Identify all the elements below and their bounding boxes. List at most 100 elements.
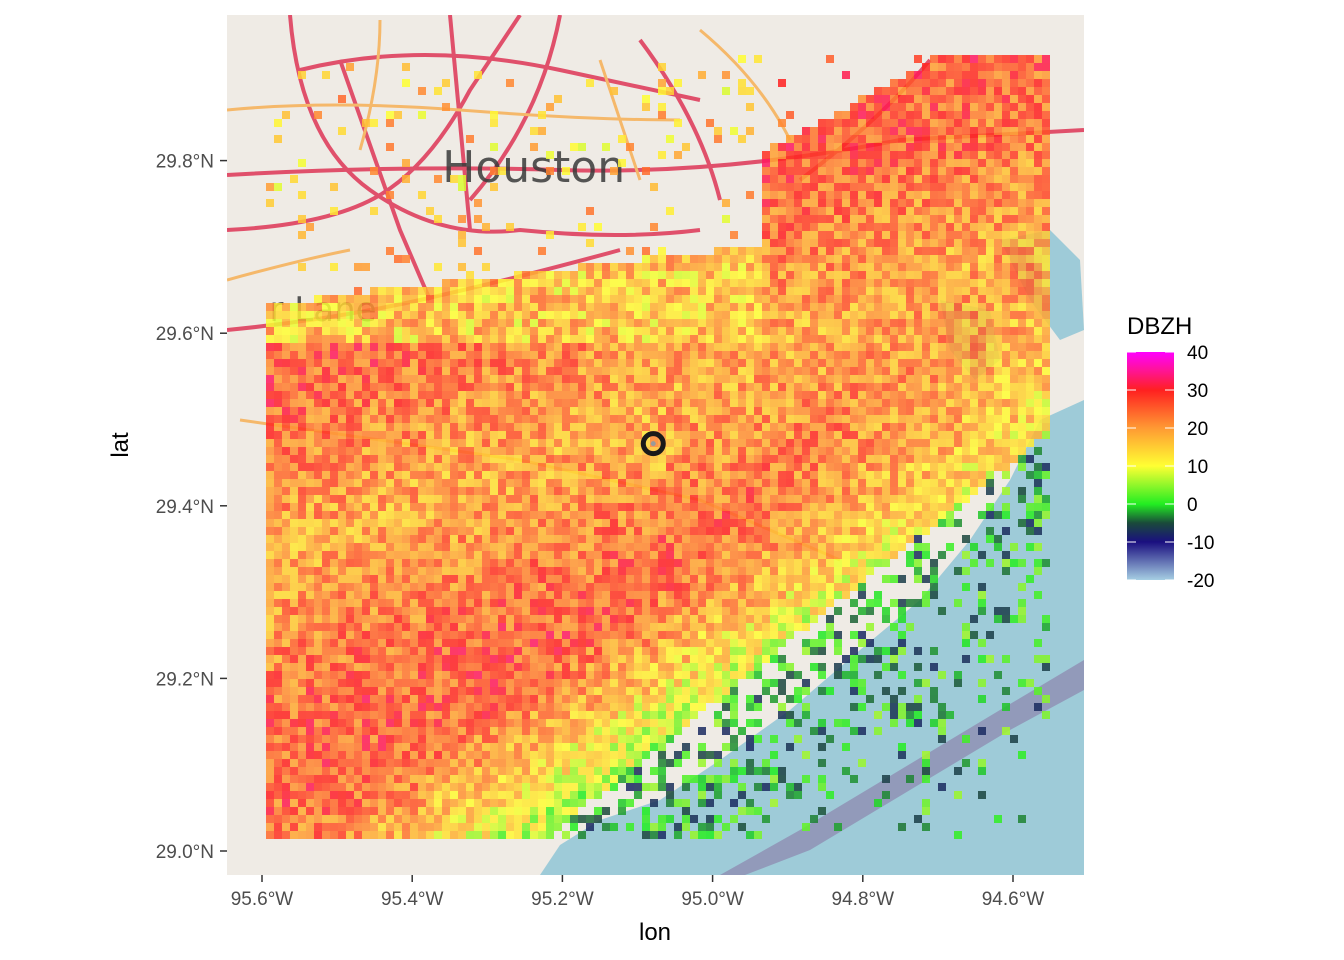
radar-cell <box>586 487 594 495</box>
radar-cell <box>938 143 946 151</box>
radar-cell <box>786 375 794 383</box>
radar-cell <box>898 87 906 95</box>
radar-cell <box>858 199 866 207</box>
radar-cell <box>458 495 466 503</box>
radar-cell <box>266 431 274 439</box>
radar-cell <box>938 167 946 175</box>
radar-cell <box>930 359 938 367</box>
radar-cell <box>690 343 698 351</box>
radar-cell <box>858 263 866 271</box>
radar-cell <box>890 487 898 495</box>
radar-cell <box>994 311 1002 319</box>
radar-cell <box>954 431 962 439</box>
radar-cell <box>378 391 386 399</box>
radar-cell <box>346 431 354 439</box>
radar-cell <box>762 343 770 351</box>
radar-cell <box>794 415 802 423</box>
radar-cell <box>714 391 722 399</box>
radar-cell <box>506 375 514 383</box>
radar-cell <box>298 231 306 239</box>
radar-cell <box>930 367 938 375</box>
radar-cell <box>714 567 722 575</box>
radar-cell <box>370 535 378 543</box>
radar-cell <box>970 383 978 391</box>
radar-cell <box>698 503 706 511</box>
radar-cell <box>994 351 1002 359</box>
radar-cell <box>674 535 682 543</box>
radar-cell <box>338 495 346 503</box>
radar-cell <box>594 479 602 487</box>
radar-cell <box>514 335 522 343</box>
radar-cell <box>450 551 458 559</box>
radar-cell <box>298 487 306 495</box>
radar-cell <box>514 511 522 519</box>
radar-cell <box>658 303 666 311</box>
radar-cell <box>698 567 706 575</box>
radar-cell <box>322 559 330 567</box>
radar-cell <box>266 503 274 511</box>
radar-cell <box>266 359 274 367</box>
radar-cell <box>378 375 386 383</box>
radar-cell <box>602 383 610 391</box>
radar-cell <box>802 303 810 311</box>
radar-cell <box>730 479 738 487</box>
radar-cell <box>826 319 834 327</box>
radar-cell <box>962 303 970 311</box>
radar-cell <box>554 511 562 519</box>
radar-cell <box>602 479 610 487</box>
radar-cell <box>282 535 290 543</box>
radar-cell <box>770 295 778 303</box>
radar-cell <box>938 367 946 375</box>
radar-cell <box>826 287 834 295</box>
radar-cell <box>586 391 594 399</box>
radar-cell <box>930 231 938 239</box>
radar-cell <box>858 215 866 223</box>
radar-cell <box>354 295 362 303</box>
radar-cell <box>946 223 954 231</box>
radar-cell <box>650 271 658 279</box>
radar-cell <box>714 535 722 543</box>
radar-cell <box>842 559 850 567</box>
radar-cell <box>1002 247 1010 255</box>
radar-cell <box>794 447 802 455</box>
radar-cell <box>506 543 514 551</box>
radar-cell <box>306 471 314 479</box>
radar-cell <box>794 463 802 471</box>
radar-cell <box>554 287 562 295</box>
radar-cell <box>322 375 330 383</box>
radar-cell <box>954 319 962 327</box>
radar-cell <box>434 503 442 511</box>
radar-cell <box>482 503 490 511</box>
radar-cell <box>930 295 938 303</box>
radar-cell <box>794 135 802 143</box>
radar-cell <box>626 399 634 407</box>
radar-cell <box>530 551 538 559</box>
radar-cell <box>778 535 786 543</box>
radar-cell <box>338 319 346 327</box>
radar-cell <box>770 279 778 287</box>
radar-cell <box>906 175 914 183</box>
radar-cell <box>698 487 706 495</box>
radar-cell <box>618 279 626 287</box>
radar-cell <box>722 311 730 319</box>
radar-cell <box>610 535 618 543</box>
radar-cell <box>858 463 866 471</box>
radar-cell <box>986 295 994 303</box>
radar-cell <box>570 519 578 527</box>
radar-cell <box>698 463 706 471</box>
radar-cell <box>474 511 482 519</box>
radar-cell <box>802 487 810 495</box>
radar-cell <box>634 551 642 559</box>
radar-cell <box>282 423 290 431</box>
radar-cell <box>866 383 874 391</box>
radar-cell <box>274 535 282 543</box>
radar-cell <box>378 495 386 503</box>
radar-cell <box>962 383 970 391</box>
radar-cell <box>722 527 730 535</box>
radar-cell <box>578 439 586 447</box>
radar-cell <box>1010 127 1018 135</box>
radar-cell <box>330 319 338 327</box>
radar-cell <box>530 575 538 583</box>
radar-cell <box>970 119 978 127</box>
radar-cell <box>666 471 674 479</box>
